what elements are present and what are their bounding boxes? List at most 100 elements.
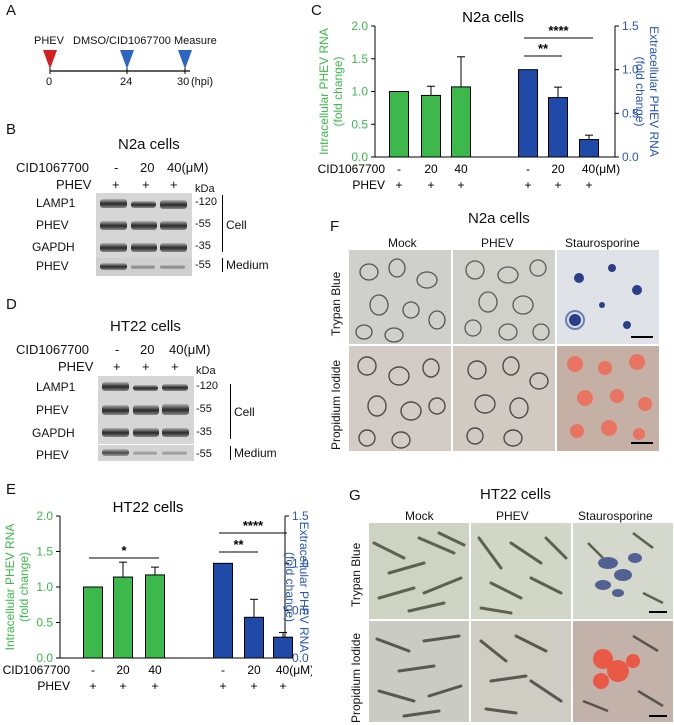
x-tick-label: + bbox=[524, 178, 531, 192]
significance-mark: **** bbox=[548, 23, 569, 38]
right-tick-label: 0.5 bbox=[622, 106, 639, 120]
x-tick-label: 40 bbox=[148, 663, 162, 677]
x-tick-label: + bbox=[89, 679, 96, 693]
right-tick-label: 0.5 bbox=[292, 604, 309, 618]
panel-b-dose-2: 40(μM) bbox=[167, 160, 209, 175]
panel-b-row-phev: PHEV bbox=[36, 218, 69, 232]
bar bbox=[273, 636, 293, 659]
timeline-label-phev: PHEV bbox=[34, 35, 64, 47]
panel-d-size-3: -55 bbox=[196, 448, 212, 460]
x-tick-label: 20 bbox=[247, 663, 261, 677]
panel-c-letter: C bbox=[311, 2, 322, 19]
bar bbox=[145, 574, 165, 659]
bar bbox=[451, 86, 471, 158]
f-stauro-pi-image bbox=[557, 346, 659, 451]
tick-unit: (hpi) bbox=[191, 76, 214, 88]
right-tick-label: 0.0 bbox=[292, 651, 309, 665]
x-tick-label: + bbox=[554, 178, 561, 192]
right-tick-label: 1.0 bbox=[622, 63, 639, 77]
panel-b-phev-sign-1: + bbox=[142, 177, 150, 192]
x-tick-label: + bbox=[250, 679, 257, 693]
measure-triangle-icon bbox=[178, 50, 192, 69]
panel-f-letter: F bbox=[330, 218, 340, 235]
x-row-label: PHEV bbox=[352, 178, 385, 192]
panel-d-dose-1: 20 bbox=[140, 342, 155, 357]
x-tick-label: + bbox=[219, 679, 226, 693]
panel-b-size-0: -120 bbox=[195, 196, 218, 208]
panel-d-dose-2: 40(μM) bbox=[169, 342, 211, 357]
panel-d-row-gapdh: GAPDH bbox=[32, 426, 75, 440]
left-axis-label-line2: (fold change) bbox=[331, 56, 345, 126]
panel-d-row-lamp1: LAMP1 bbox=[36, 380, 76, 394]
right-axis-label-line1: Extracellular PHEV RNA bbox=[297, 522, 311, 653]
left-tick-label: 1.5 bbox=[36, 545, 53, 559]
left-tick-label: 0.5 bbox=[351, 117, 368, 131]
x-tick-label: - bbox=[397, 162, 401, 176]
panel-g-letter: G bbox=[349, 487, 361, 504]
panel-g-col-phev: PHEV bbox=[496, 509, 529, 523]
panel-b-dose-1: 20 bbox=[140, 160, 155, 175]
x-tick-label: 40(μM) bbox=[582, 162, 620, 176]
right-axis-label: Extracellular PHEV RNA(fold change) bbox=[633, 26, 661, 157]
right-axis-label: Extracellular PHEV RNA(fold change) bbox=[283, 522, 311, 653]
panel-d-letter: D bbox=[6, 296, 17, 313]
panel-f-col-staurosporine: Staurosporine bbox=[565, 236, 640, 250]
left-tick-label: 1.5 bbox=[351, 52, 368, 66]
x-row-label: PHEV bbox=[37, 679, 70, 693]
panel-d-phev-sign-1: + bbox=[142, 359, 150, 374]
panel-e-letter: E bbox=[6, 481, 17, 498]
panel-b-row-phev-medium: PHEV bbox=[36, 259, 69, 273]
x-tick-label: + bbox=[457, 178, 464, 192]
x-row-label: CID1067700 bbox=[318, 162, 386, 176]
g-mock-pi-image bbox=[369, 621, 469, 722]
x-tick-label: + bbox=[279, 679, 286, 693]
bar bbox=[113, 576, 133, 659]
left-tick-label: 0.0 bbox=[351, 150, 368, 164]
panel-b-row-gapdh: GAPDH bbox=[32, 240, 75, 254]
panel-f-row-trypan: Trypan Blue bbox=[329, 271, 343, 336]
left-axis-label: Intracellular PHEV RNA(fold change) bbox=[3, 524, 31, 651]
panel-b-size-2: -35 bbox=[195, 240, 211, 252]
significance-mark: **** bbox=[243, 518, 264, 533]
left-axis-label: Intracellular PHEV RNA(fold change) bbox=[317, 28, 345, 155]
bar bbox=[421, 94, 441, 158]
panel-b-size-1: -55 bbox=[195, 218, 211, 230]
panel-a-letter: A bbox=[6, 2, 17, 19]
x-tick-label: 20 bbox=[551, 162, 565, 176]
chart-c: N2a cells 0.0 0.5 1.0 1.5 2.0 0.0 0.5 1.0 1.5 Intr… bbox=[317, 9, 661, 192]
panel-d-title: HT22 cells bbox=[110, 318, 181, 335]
g-mock-trypan-image bbox=[369, 523, 469, 619]
left-axis-label-line1: Intracellular PHEV RNA bbox=[317, 28, 331, 155]
f-phev-trypan-image bbox=[453, 250, 555, 344]
panel-b-size-3: -55 bbox=[195, 259, 211, 271]
left-tick-label: 1.0 bbox=[351, 85, 368, 99]
x-tick-label: + bbox=[151, 679, 158, 693]
panel-b-medium-bracket bbox=[222, 258, 223, 272]
panel-f-col-phev: PHEV bbox=[481, 236, 514, 250]
panel-b-cell-bracket bbox=[222, 195, 223, 252]
panel-d-cell-label: Cell bbox=[234, 405, 255, 419]
bar bbox=[83, 586, 103, 659]
x-tick-label: + bbox=[585, 178, 592, 192]
panel-g-row-trypan: Trypan Blue bbox=[349, 542, 363, 607]
f-phev-pi-image bbox=[453, 346, 555, 451]
panel-b-kda: kDa bbox=[195, 183, 215, 195]
g-stauro-trypan-image bbox=[573, 523, 673, 619]
panel-b-row-lamp1: LAMP1 bbox=[36, 196, 76, 210]
panel-d-phev-sign-0: + bbox=[113, 359, 121, 374]
treatment-triangle-icon bbox=[120, 50, 134, 69]
timeline-label-measure: Measure bbox=[174, 35, 217, 47]
panel-b-treatment: CID1067700 bbox=[16, 160, 89, 175]
timeline-label-treatment: DMSO/CID1067700 bbox=[73, 35, 171, 47]
right-tick-label: 1.5 bbox=[292, 509, 309, 523]
panel-b-medium-label: Medium bbox=[226, 258, 269, 272]
phev-triangle-icon bbox=[43, 50, 57, 69]
panel-g-col-mock: Mock bbox=[405, 509, 434, 523]
panel-d-size-1: -55 bbox=[196, 403, 212, 415]
f-mock-trypan-image bbox=[349, 250, 451, 344]
panel-d-phev-sign-2: + bbox=[171, 359, 179, 374]
panel-f-col-mock: Mock bbox=[388, 236, 417, 250]
panel-d-size-2: -35 bbox=[196, 426, 212, 438]
x-row-label: CID1067700 bbox=[3, 663, 71, 677]
x-tick-label: + bbox=[395, 178, 402, 192]
